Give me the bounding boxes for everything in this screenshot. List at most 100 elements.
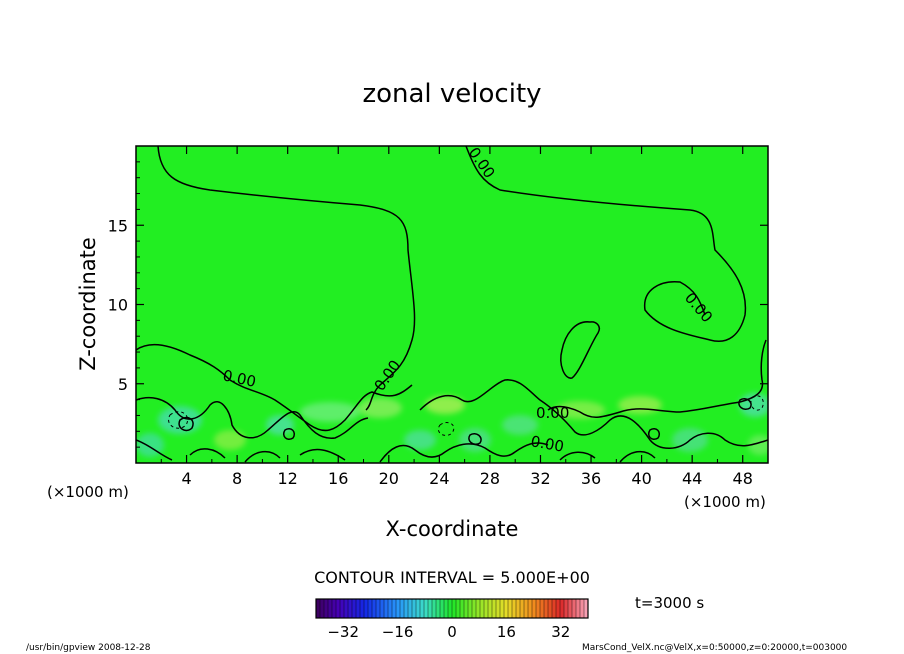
colorbar-tick-label: 16 xyxy=(497,623,516,641)
colorbar-segment xyxy=(468,599,473,618)
colorbar xyxy=(315,598,589,619)
contour-upper-left xyxy=(157,146,416,411)
colorbar-segment xyxy=(528,599,533,618)
colorbar-segment xyxy=(388,599,393,618)
plot-area: 0.00 0.00 0.00 0.00 0.00 0.00 xyxy=(136,146,768,463)
colorbar-segment xyxy=(404,599,409,618)
colorbar-segment xyxy=(548,599,553,618)
time-label: t=3000 s xyxy=(635,594,704,612)
colorbar-segment xyxy=(340,599,345,618)
colorbar-tick-label: 32 xyxy=(551,623,570,641)
colorbar-segment xyxy=(572,599,577,618)
colorbar-segment xyxy=(328,599,333,618)
x-tick-label: 32 xyxy=(530,469,550,488)
x-tick-label: 48 xyxy=(733,469,753,488)
colorbar-segment xyxy=(320,599,325,618)
colorbar-segment xyxy=(444,599,449,618)
colorbar-segment xyxy=(460,599,465,618)
x-tick-label: 4 xyxy=(181,469,191,488)
colorbar-segment xyxy=(536,599,541,618)
colorbar-ticks: −32 −16 0 16 32 xyxy=(327,623,570,641)
field-background xyxy=(136,146,768,463)
colorbar-segment xyxy=(368,599,373,618)
colorbar-segment xyxy=(532,599,537,618)
colorbar-tick-label: −32 xyxy=(327,623,359,641)
contour-lower-noise-2 xyxy=(419,379,768,449)
colorbar-segment xyxy=(344,599,349,618)
contour-lower-noise-1 xyxy=(136,397,369,439)
colorbar-segment xyxy=(504,599,509,618)
x-tick-label: 24 xyxy=(429,469,449,488)
colorbar-segment xyxy=(472,599,477,618)
colorbar-tick-label: −16 xyxy=(382,623,414,641)
colorbar-segment xyxy=(420,599,425,618)
contour-lower-noise-3 xyxy=(136,439,656,463)
colorbar-segment xyxy=(436,599,441,618)
colorbar-segment xyxy=(500,599,505,618)
colorbar-segment xyxy=(352,599,357,618)
colorbar-segment xyxy=(432,599,437,618)
footer-left: /usr/bin/gpview 2008-12-28 xyxy=(26,643,151,653)
colorbar-segment xyxy=(564,599,569,618)
contour-dashed-lines xyxy=(168,395,764,436)
colorbar-segment xyxy=(524,599,529,618)
colorbar-segment xyxy=(324,599,329,618)
colorbar-segment xyxy=(516,599,521,618)
colorbar-segment xyxy=(520,599,525,618)
colorbar-segment xyxy=(544,599,549,618)
colorbar-segment xyxy=(364,599,369,618)
x-tick-label: 40 xyxy=(631,469,651,488)
colorbar-segment xyxy=(360,599,365,618)
y-tick-label: 5 xyxy=(118,375,128,394)
x-tick-label: 8 xyxy=(232,469,242,488)
colorbar-segment xyxy=(456,599,461,618)
contour-lines xyxy=(136,146,768,463)
colorbar-frame xyxy=(315,598,589,619)
contour-small-loops xyxy=(178,397,752,446)
y-tick-label: 10 xyxy=(108,296,128,315)
colorbar-tick-label: 0 xyxy=(447,623,457,641)
colorbar-segment xyxy=(556,599,561,618)
colorbar-segment xyxy=(584,599,589,618)
colorbar-segment xyxy=(348,599,353,618)
colorbar-segment xyxy=(380,599,385,618)
colorbar-segment xyxy=(508,599,513,618)
x-axis-unit: (×1000 m) xyxy=(684,493,766,511)
colorbar-segment xyxy=(560,599,565,618)
x-axis-label: X-coordinate xyxy=(386,517,519,541)
colorbar-segment xyxy=(568,599,573,618)
y-tick-label: 15 xyxy=(108,216,128,235)
colorbar-segment xyxy=(484,599,489,618)
field-variations xyxy=(136,393,768,457)
x-axis-ticks: 4 8 12 16 20 24 28 32 36 40 44 48 xyxy=(160,146,753,488)
x-tick-label: 12 xyxy=(278,469,298,488)
x-tick-label: 36 xyxy=(581,469,601,488)
x-tick-label: 20 xyxy=(379,469,399,488)
colorbar-segment xyxy=(576,599,581,618)
contour-label: 0.00 xyxy=(536,404,569,422)
colorbar-segment xyxy=(424,599,429,618)
x-tick-label: 16 xyxy=(328,469,348,488)
y-axis-label: Z-coordinate xyxy=(76,237,100,371)
colorbar-segment xyxy=(392,599,397,618)
colorbar-segment xyxy=(496,599,501,618)
colorbar-segment xyxy=(552,599,557,618)
colorbar-segment xyxy=(384,599,389,618)
colorbar-segment xyxy=(396,599,401,618)
colorbar-segment xyxy=(316,599,321,618)
y-axis-ticks: 5 10 15 xyxy=(108,161,768,448)
colorbar-segment xyxy=(356,599,361,618)
colorbar-segment xyxy=(408,599,413,618)
colorbar-segment xyxy=(480,599,485,618)
colorbar-segment xyxy=(452,599,457,618)
contour-mid-blob xyxy=(560,321,601,379)
contour-lower-band xyxy=(136,343,413,432)
colorbar-segment xyxy=(416,599,421,618)
colorbar-segment xyxy=(540,599,545,618)
chart-title: zonal velocity xyxy=(362,79,541,109)
colorbar-segment xyxy=(492,599,497,618)
x-tick-label: 28 xyxy=(480,469,500,488)
y-axis-unit: (×1000 m) xyxy=(47,483,129,501)
colorbar-segment xyxy=(400,599,405,618)
